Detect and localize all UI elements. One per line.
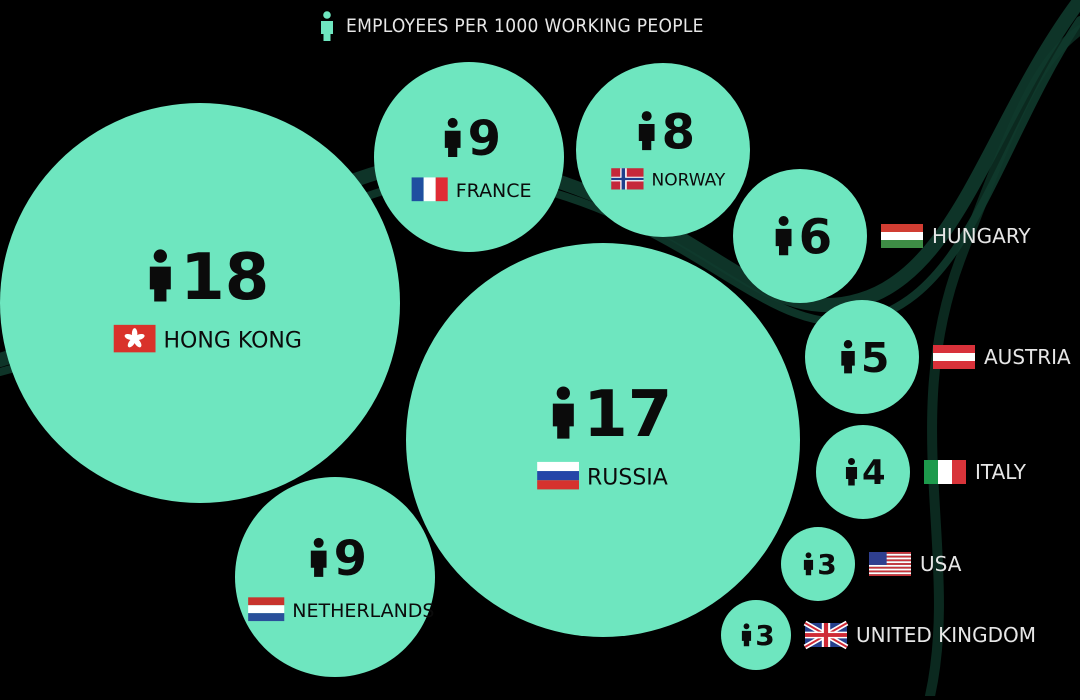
bubble-value: 9 [334,531,367,587]
bubble-russia: 17 RUSSIA [406,243,800,637]
france-flag-icon [411,177,448,202]
country-label: USA [920,552,962,576]
bubble-circle [235,477,435,677]
legend: EMPLOYEES PER 1000 WORKING PEOPLE [320,10,704,42]
bubble-value: 6 [799,209,833,265]
country-label: UNITED KINGDOM [856,623,1036,647]
bubble-value: 3 [755,619,774,652]
bubble-netherlands: 9 NETHERLANDS [235,477,435,677]
person-icon [638,111,655,151]
person-icon [803,552,814,576]
bubble-circle [374,62,564,252]
bubble-austria: 5 AUSTRIA [805,300,1071,414]
norway-flag-icon [611,168,644,190]
bubble-circle [721,600,791,670]
bubble-value: 3 [817,548,836,581]
country-label: AUSTRIA [984,345,1071,369]
bubble-circle [805,300,919,414]
country-label: HONG KONG [164,328,302,353]
person-icon [149,249,171,302]
person-icon [845,457,858,486]
austria-flag-icon [933,345,975,369]
hungary-flag-icon [881,224,923,248]
person-icon [552,386,574,439]
country-label: RUSSIA [587,465,668,490]
usa-flag-icon [869,552,911,576]
bubbles-layer: 18 HONG KONG 17 RUSSIA 9 FRANCE 9 NETHERLANDS 8 N… [0,62,1071,677]
bubble-value: 18 [180,241,269,315]
russia-flag-icon [537,461,579,490]
person-icon [741,623,752,647]
person-icon [841,339,855,374]
united-kingdom-flag-icon [803,620,849,650]
bubble-value: 4 [862,453,886,492]
bubble-united-kingdom: 3 UNITED KINGDOM [721,600,1036,670]
person-icon [320,11,334,41]
bubble-value: 5 [861,334,890,382]
bubble-circle [781,527,855,601]
italy-flag-icon [924,460,966,484]
bubble-hungary: 6 HUNGARY [733,169,1031,303]
bubble-circle [816,425,910,519]
person-icon [310,537,327,577]
bubble-circle [406,243,800,637]
bubble-value: 8 [662,104,695,160]
country-label: HUNGARY [932,224,1031,248]
netherlands-flag-icon [248,597,285,622]
country-label: NORWAY [652,171,726,191]
bubble-circle [0,103,400,503]
bubble-value: 9 [468,111,501,167]
bubble-france: 9 FRANCE [374,62,564,252]
bubble-usa: 3 USA [781,527,962,601]
hong-kong-flag-icon [113,324,156,353]
legend-label: EMPLOYEES PER 1000 WORKING PEOPLE [346,15,704,37]
bubble-italy: 4 ITALY [816,425,1027,519]
ribbon [925,25,1080,700]
country-label: NETHERLANDS [292,600,434,622]
bubble-circle [733,169,867,303]
bubble-circle [576,63,750,237]
country-label: ITALY [975,460,1027,484]
country-label: FRANCE [456,180,532,202]
bubble-norway: 8 NORWAY [576,63,750,237]
person-icon [775,216,792,256]
bubble-hong-kong: 18 HONG KONG [0,103,400,503]
bubble-value: 17 [583,378,672,452]
person-icon [444,117,461,158]
